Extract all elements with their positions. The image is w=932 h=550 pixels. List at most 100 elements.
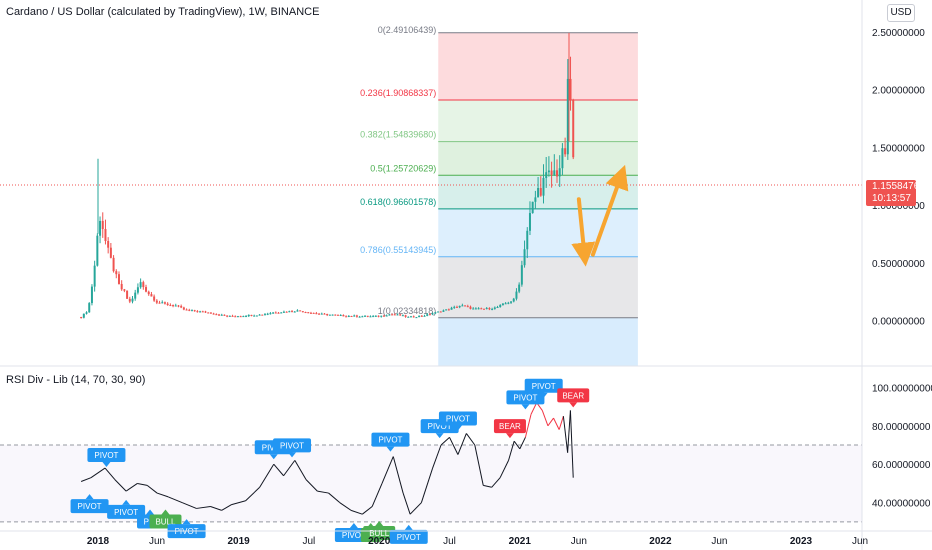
candle-body [488, 308, 491, 310]
candle-body [428, 314, 431, 316]
rsi-marker-box [107, 504, 146, 519]
rsi-marker-box [363, 526, 396, 541]
rsi-marker-pivot[interactable]: PIVOT [506, 390, 545, 410]
rsi-marker-box [70, 499, 109, 514]
candle-body [439, 311, 442, 313]
current-price-tag: 1.15584766 10:13:57 [866, 180, 925, 206]
rsi-line-segment [182, 502, 197, 509]
candle-body [391, 314, 394, 316]
rsi-marker-pivot[interactable]: PIVOT [371, 432, 410, 452]
candle-body [107, 240, 110, 248]
time-axis-tick: 2023 [790, 536, 813, 547]
candle-body [572, 99, 575, 158]
candle-body [318, 313, 321, 315]
candle-body [139, 282, 142, 288]
rsi-line-segment [381, 456, 394, 484]
candle-body [542, 177, 545, 196]
candle-body [163, 302, 166, 304]
rsi-marker-bear[interactable]: BEAR [557, 388, 590, 408]
rsi-marker-pivot[interactable]: PIVOT [524, 378, 563, 398]
rsi-line-segment [328, 492, 341, 504]
candle-body [307, 312, 310, 314]
candle-body [299, 310, 302, 312]
candle-body [223, 314, 226, 316]
candle-body [218, 314, 221, 316]
rsi-line-segment [553, 417, 560, 430]
candle-body [447, 309, 450, 311]
rsi-line-segment [80, 477, 92, 482]
price-pane[interactable]: 0(2.49106439) 0.236(1.90868337) 0.382(1.54… [0, 25, 862, 366]
candle-body [255, 315, 258, 317]
rsi-marker-pivot[interactable]: PIVOT [70, 494, 109, 514]
candle-body [431, 313, 434, 315]
rsi-line-segment [273, 463, 284, 477]
rsi-marker-pivot[interactable]: PIVOT [438, 411, 477, 431]
rsi-line-segment [513, 440, 521, 450]
rsi-indicator-title: RSI Div - Lib (14, 70, 30, 90) [6, 374, 146, 386]
candle-body [142, 282, 145, 288]
candle-body [253, 315, 256, 317]
rsi-line-segment [210, 506, 222, 511]
candle-body [553, 170, 556, 175]
rsi-marker-pivot[interactable]: PIVOT [107, 499, 146, 519]
candle-body [510, 301, 513, 303]
candle-body [193, 310, 196, 312]
candle-body [126, 290, 129, 299]
arrow-down-annotation[interactable] [571, 197, 596, 267]
candle-body [426, 314, 429, 316]
time-axis-tick: Jul [443, 536, 456, 547]
candle-body [382, 315, 385, 317]
candle-body [515, 291, 518, 299]
rsi-marker-pivot[interactable]: PIVOT [273, 438, 312, 458]
candle-body [534, 197, 537, 202]
rsi-line-segment [562, 416, 569, 453]
rsi-line-segment [231, 500, 246, 506]
candle-body [182, 307, 185, 310]
rsi-marker-pivot[interactable]: PIVOT [87, 447, 126, 467]
candle-body [226, 315, 229, 317]
rsi-marker-pointer [539, 392, 548, 398]
rsi-marker-label: PIVOT [513, 393, 537, 402]
candle-body [155, 300, 158, 303]
candle-body [504, 303, 507, 305]
candle-body [331, 314, 334, 316]
rsi-line-segment [196, 506, 211, 509]
rsi-marker-pointer [453, 425, 462, 431]
rsi-pane[interactable]: PIVOTPIVOTPIVOTPIVBULLPIVOTPIVOTPIVOTPIV… [0, 378, 862, 544]
candle-body [115, 271, 118, 275]
candle-body [453, 306, 456, 308]
candle-body [558, 168, 561, 177]
candle-body [409, 316, 412, 318]
candle-body [336, 314, 339, 316]
candle-body [90, 286, 93, 304]
candle-body [209, 312, 212, 314]
rsi-line-segment [104, 467, 116, 480]
rsi-marker-label: PIVOT [280, 441, 304, 450]
candle-body [526, 230, 529, 250]
candle-body [547, 170, 550, 173]
candle-body [185, 309, 188, 311]
rsi-line-segment [567, 410, 571, 453]
rsi-line-segment [259, 463, 275, 488]
rsi-marker-pivot[interactable]: PIVOT [389, 524, 428, 544]
candle-body [288, 311, 291, 313]
chart-title: Cardano / US Dollar (calculated by Tradi… [6, 6, 320, 18]
rsi-marker-pointer [85, 494, 94, 500]
rsi-marker-pointer [435, 433, 444, 439]
rsi-line-segment [137, 482, 148, 486]
candle-body [347, 315, 350, 317]
rsi-marker-bull[interactable]: BULL [363, 521, 396, 541]
candle-body [404, 315, 407, 317]
rsi-marker-bear[interactable]: BEAR [493, 419, 526, 439]
candle-body [320, 313, 323, 315]
currency-button[interactable]: USD [887, 4, 915, 22]
candle-body [539, 188, 542, 196]
arrow-up-annotation[interactable] [590, 164, 629, 257]
candle-body [123, 289, 126, 291]
candle-body [242, 316, 245, 318]
rsi-marker-label: BEAR [499, 422, 521, 431]
rsi-marker-box [371, 432, 410, 447]
candle-body [250, 314, 253, 316]
